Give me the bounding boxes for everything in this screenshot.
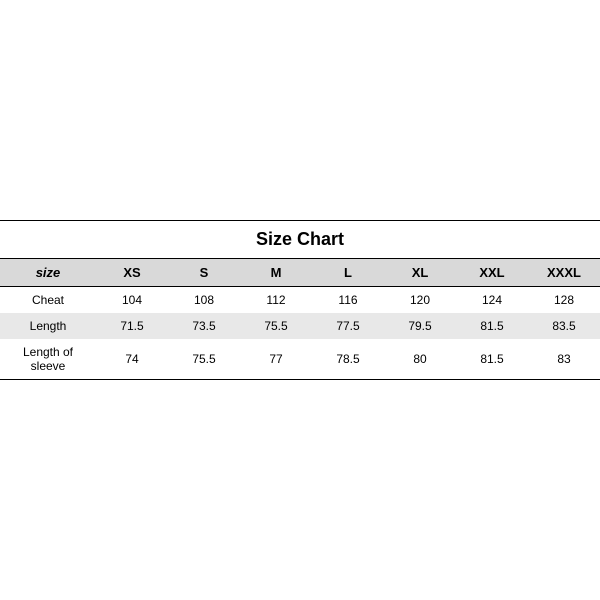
cell: 71.5	[96, 313, 168, 339]
cell: 116	[312, 287, 384, 314]
cell: 81.5	[456, 339, 528, 380]
row-label: Length of sleeve	[0, 339, 96, 380]
header-xs: XS	[96, 259, 168, 287]
cell: 73.5	[168, 313, 240, 339]
header-xxl: XXL	[456, 259, 528, 287]
cell: 78.5	[312, 339, 384, 380]
table-row: Cheat 104 108 112 116 120 124 128	[0, 287, 600, 314]
cell: 112	[240, 287, 312, 314]
header-s: S	[168, 259, 240, 287]
header-label: size	[0, 259, 96, 287]
cell: 104	[96, 287, 168, 314]
cell: 124	[456, 287, 528, 314]
cell: 108	[168, 287, 240, 314]
cell: 75.5	[240, 313, 312, 339]
table-header-row: size XS S M L XL XXL XXXL	[0, 259, 600, 287]
cell: 77.5	[312, 313, 384, 339]
header-xl: XL	[384, 259, 456, 287]
header-xxxl: XXXL	[528, 259, 600, 287]
row-label: Length	[0, 313, 96, 339]
table-title: Size Chart	[0, 221, 600, 259]
cell: 80	[384, 339, 456, 380]
cell: 128	[528, 287, 600, 314]
cell: 83	[528, 339, 600, 380]
cell: 83.5	[528, 313, 600, 339]
size-chart-container: Size Chart size XS S M L XL XXL XXXL Che…	[0, 220, 600, 380]
table-title-row: Size Chart	[0, 221, 600, 259]
row-label: Cheat	[0, 287, 96, 314]
size-chart-table: Size Chart size XS S M L XL XXL XXXL Che…	[0, 220, 600, 380]
cell: 81.5	[456, 313, 528, 339]
table-row: Length 71.5 73.5 75.5 77.5 79.5 81.5 83.…	[0, 313, 600, 339]
cell: 75.5	[168, 339, 240, 380]
cell: 79.5	[384, 313, 456, 339]
cell: 77	[240, 339, 312, 380]
header-l: L	[312, 259, 384, 287]
table-row: Length of sleeve 74 75.5 77 78.5 80 81.5…	[0, 339, 600, 380]
cell: 74	[96, 339, 168, 380]
header-m: M	[240, 259, 312, 287]
cell: 120	[384, 287, 456, 314]
